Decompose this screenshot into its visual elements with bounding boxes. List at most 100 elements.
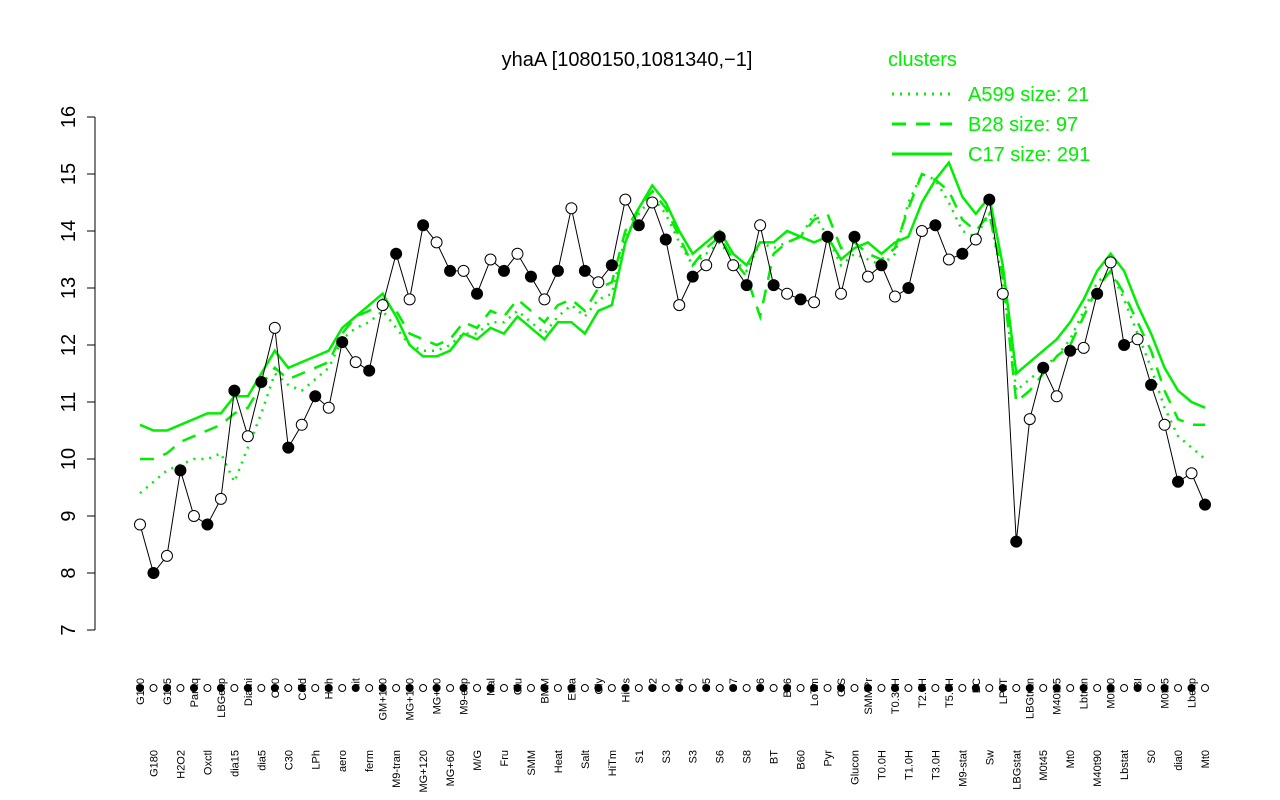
data-point — [214, 492, 227, 505]
x-tick-label: MG+90 — [432, 678, 444, 714]
x-tick-label: MG+60 — [445, 750, 457, 786]
data-point — [1010, 535, 1023, 548]
data-point — [403, 293, 416, 306]
category-dot — [136, 684, 144, 692]
x-tick-label: ferm — [364, 750, 376, 772]
category-dot — [189, 684, 198, 692]
x-tick-label: M40t90 — [1092, 750, 1104, 787]
x-tick-label: M9-exp — [459, 678, 471, 715]
y-tick-label: 14 — [58, 220, 80, 242]
data-point — [686, 270, 699, 283]
category-dot — [823, 684, 832, 692]
data-point — [646, 196, 659, 209]
x-tick-label: Mal — [486, 678, 498, 696]
x-tick-label: S6 — [715, 750, 727, 763]
x-tick-label: Mt0 — [1200, 750, 1212, 768]
x-tick-label: BI — [1133, 678, 1145, 688]
category-dot — [284, 684, 293, 692]
data-point — [767, 279, 780, 292]
x-tick-label: M40t45 — [1052, 678, 1064, 715]
x-tick-label: SMM — [526, 750, 538, 776]
cluster-line — [140, 172, 1205, 461]
category-dot — [270, 684, 279, 692]
category-dot — [513, 684, 522, 692]
category-dot — [648, 684, 657, 692]
x-tick-label: Gly — [593, 678, 605, 695]
legend-title: clusters — [888, 49, 957, 71]
data-point — [673, 299, 686, 312]
x-tick-label: C90 — [270, 678, 282, 698]
cluster-line — [139, 172, 1206, 495]
x-tick-label: MG+120 — [418, 750, 430, 793]
x-tick-label: C30 — [283, 750, 295, 770]
y-tick-label: 15 — [58, 163, 80, 185]
category-dot — [149, 684, 158, 692]
category-dot — [203, 684, 212, 692]
category-dot — [1025, 684, 1034, 692]
category-dot — [499, 684, 508, 692]
data-point — [888, 290, 901, 303]
category-dot — [904, 684, 913, 692]
category-dot — [837, 684, 846, 692]
category-dot — [311, 684, 320, 692]
data-point — [255, 376, 268, 389]
x-tick-label: Paraq — [189, 678, 201, 707]
x-tick-label: dia5 — [256, 750, 268, 771]
data-point — [740, 279, 753, 292]
x-tick-label: Salt — [580, 750, 592, 769]
x-tick-label: BMM — [539, 678, 551, 704]
category-dot — [405, 684, 414, 692]
category-dot — [324, 684, 333, 692]
y-tick-label: 13 — [58, 277, 80, 299]
x-tick-label: LoTm — [809, 678, 821, 706]
data-point — [1199, 498, 1211, 511]
x-tick-label: T2.0H — [917, 678, 929, 708]
data-point — [1145, 378, 1158, 391]
x-tick-label: Glu — [512, 678, 524, 695]
category-dot — [958, 684, 967, 692]
data-point — [929, 219, 942, 232]
category-dot — [378, 684, 387, 692]
x-tick-label: LBGstat — [1011, 750, 1023, 790]
data-point — [268, 321, 281, 334]
legend-label: B28 size: 97 — [968, 114, 1078, 136]
data-point — [1131, 333, 1144, 346]
category-dot — [661, 684, 670, 692]
x-tick-label: S6 — [755, 678, 767, 691]
data-point — [942, 253, 955, 266]
x-tick-label: Sw — [984, 750, 996, 765]
data-point — [1091, 287, 1104, 300]
data-point — [457, 264, 470, 277]
data-point — [134, 518, 146, 531]
data-point — [659, 233, 672, 246]
category-dot — [742, 684, 751, 692]
data-point — [835, 287, 848, 300]
x-tick-label: HPh — [324, 678, 336, 699]
data-point — [201, 518, 214, 531]
data-point — [754, 219, 767, 232]
data-point — [187, 510, 200, 522]
data-point — [363, 364, 376, 377]
category-dot — [419, 684, 428, 692]
y-tick-label: 8 — [58, 567, 80, 578]
data-point — [551, 264, 564, 277]
x-tick-label: Diami — [243, 678, 255, 706]
category-dot — [1093, 684, 1102, 692]
x-tick-label: S5 — [701, 678, 713, 691]
category-dot — [1079, 684, 1088, 692]
data-point — [309, 390, 322, 403]
category-dot — [1106, 684, 1115, 692]
x-tick-label: H2O2 — [175, 750, 187, 779]
category-dot — [392, 684, 401, 692]
data-point — [605, 259, 618, 272]
data-point — [497, 264, 510, 277]
x-tick-label: T0.30H — [890, 678, 902, 714]
category-dot — [675, 684, 684, 692]
data-point — [1104, 256, 1117, 269]
x-tick-label: Lbstat — [1119, 750, 1131, 780]
data-point — [565, 202, 578, 215]
category-dot — [944, 684, 953, 692]
category-dot — [985, 684, 994, 692]
data-point — [1118, 339, 1131, 351]
data-line — [139, 198, 1206, 575]
